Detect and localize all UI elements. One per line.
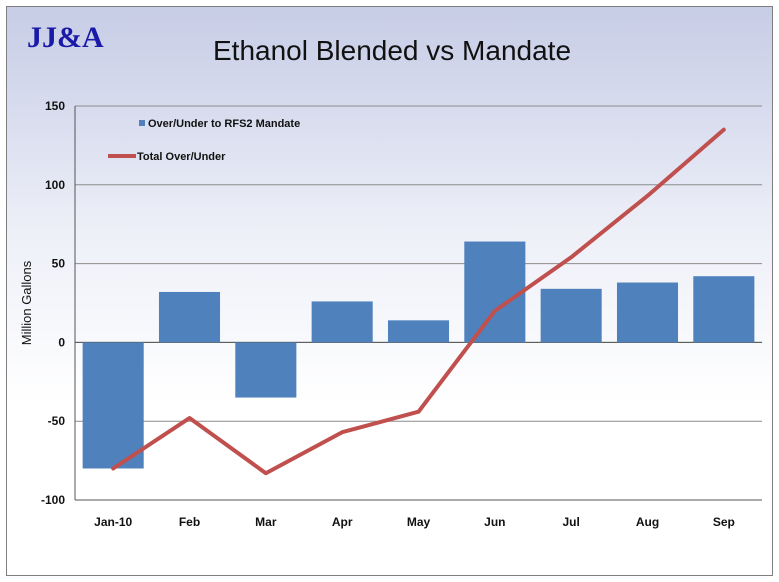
y-tick-label: 0 <box>58 335 65 349</box>
total-line <box>111 127 726 476</box>
y-axis-label: Million Gallons <box>19 260 34 345</box>
bar <box>464 241 526 343</box>
y-tick-label: -50 <box>48 414 66 428</box>
company-logo: JJ&A <box>27 21 104 54</box>
bar <box>616 282 679 343</box>
legend-label-bars: Over/Under to RFS2 Mandate <box>148 118 300 130</box>
y-tick-label: 50 <box>52 257 66 271</box>
legend-label-line: Total Over/Under <box>137 151 226 163</box>
bar <box>387 320 450 343</box>
x-tick-label: Mar <box>255 515 277 529</box>
x-tick-label: Apr <box>332 515 353 529</box>
bar <box>311 301 373 343</box>
x-tick-label: Feb <box>179 515 200 529</box>
x-tick-label: Jan-10 <box>94 515 132 529</box>
x-tick-label: Sep <box>713 515 735 529</box>
bar <box>235 342 297 398</box>
y-tick-label: 150 <box>45 99 65 113</box>
x-tick-label: Jul <box>562 515 579 529</box>
legend-swatch-bars <box>139 120 145 126</box>
bar <box>82 342 144 469</box>
y-tick-label: -100 <box>41 493 65 507</box>
bar <box>158 291 221 343</box>
x-tick-label: May <box>407 515 431 529</box>
x-tick-label: Jun <box>484 515 505 529</box>
bar <box>693 276 755 343</box>
y-tick-label: 100 <box>45 178 65 192</box>
x-tick-label: Aug <box>636 515 659 529</box>
bar <box>540 288 602 343</box>
chart-title: Ethanol Blended vs Mandate <box>212 35 572 66</box>
